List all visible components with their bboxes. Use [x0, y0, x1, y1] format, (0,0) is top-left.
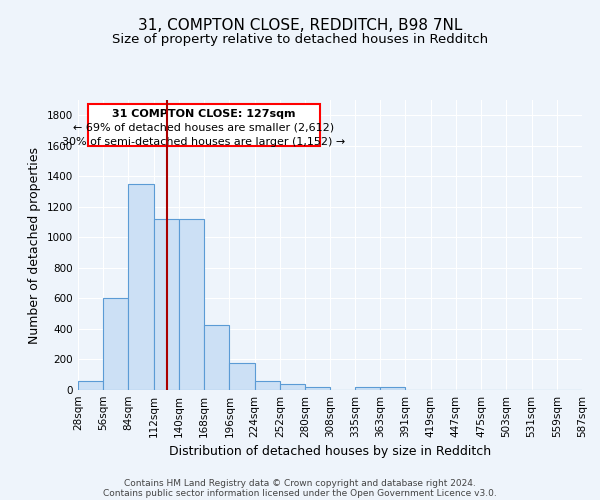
Bar [305, 387, 331, 390]
Y-axis label: Number of detached properties: Number of detached properties [28, 146, 41, 344]
Text: ← 69% of detached houses are smaller (2,612): ← 69% of detached houses are smaller (2,… [73, 122, 335, 132]
Bar [280, 384, 305, 390]
Bar [179, 219, 204, 390]
Bar [128, 184, 154, 390]
Text: Contains HM Land Registry data © Crown copyright and database right 2024.: Contains HM Land Registry data © Crown c… [124, 478, 476, 488]
Bar [355, 387, 380, 390]
FancyBboxPatch shape [88, 104, 320, 146]
Bar [204, 325, 229, 390]
Bar [103, 298, 128, 390]
Text: 31 COMPTON CLOSE: 127sqm: 31 COMPTON CLOSE: 127sqm [112, 108, 296, 118]
Text: Size of property relative to detached houses in Redditch: Size of property relative to detached ho… [112, 32, 488, 46]
Text: 31, COMPTON CLOSE, REDDITCH, B98 7NL: 31, COMPTON CLOSE, REDDITCH, B98 7NL [138, 18, 462, 32]
Bar [255, 381, 280, 390]
Text: Contains public sector information licensed under the Open Government Licence v3: Contains public sector information licen… [103, 488, 497, 498]
Bar [154, 219, 179, 390]
X-axis label: Distribution of detached houses by size in Redditch: Distribution of detached houses by size … [169, 446, 491, 458]
Bar [78, 381, 103, 390]
Text: 30% of semi-detached houses are larger (1,152) →: 30% of semi-detached houses are larger (… [62, 136, 346, 146]
Bar [229, 364, 255, 390]
Bar [380, 387, 405, 390]
